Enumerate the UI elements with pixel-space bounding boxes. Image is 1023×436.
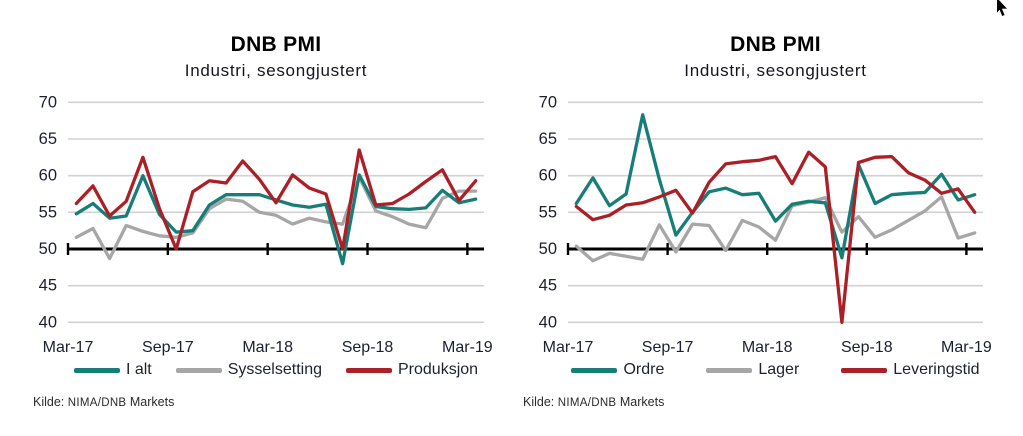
legend-item-sysselsetting: Sysselsetting: [175, 361, 322, 379]
source-note: Kilde: NIMA/DNB Markets: [33, 395, 174, 409]
series-line-sysselsetting: [74, 175, 478, 261]
y-tick-label: 50: [539, 240, 557, 258]
x-tick-label: Mar-18: [242, 339, 293, 356]
legend-item-i-alt: I alt: [73, 361, 152, 379]
chart-title: DNB PMI: [730, 33, 821, 56]
x-tick-label: Mar-19: [941, 339, 992, 356]
chart-legend: Ordre Lager Leveringstid: [568, 361, 983, 379]
x-tick-label: Sep-17: [642, 339, 694, 356]
series-line-ordre: [574, 113, 977, 260]
chart-title: DNB PMI: [230, 33, 322, 56]
line-chart-plot: 70 65 60 55 50 45 40 Mar-17 Sep-17 Mar-18 Sep-18 Ma…: [539, 93, 992, 356]
x-tick-label: Mar-19: [442, 339, 493, 356]
x-tick-label: Sep-18: [841, 339, 893, 356]
legend-label: Lager: [758, 361, 800, 378]
x-tick-label: Mar-17: [543, 339, 594, 356]
series-line-lager: [574, 195, 977, 263]
source-org: NIMA/DNB: [67, 397, 127, 409]
source-prefix: Kilde:: [523, 395, 555, 409]
source-suffix: Markets: [619, 395, 665, 409]
y-tick-label: 70: [39, 93, 57, 111]
legend-label: Sysselsetting: [227, 361, 322, 378]
series-line-produksjon: [74, 148, 478, 251]
source-org: NIMA/DNB: [557, 397, 617, 409]
source-prefix: Kilde:: [33, 395, 65, 409]
chart-panel-left: DNB PMI Industri, sesongjustert 70 65 60 55…: [33, 33, 493, 409]
mouse-cursor-icon: [997, 0, 1007, 16]
y-tick-label: 40: [539, 313, 557, 331]
chart-subtitle: Industri, sesongjustert: [184, 61, 368, 80]
y-tick-label: 65: [39, 130, 57, 148]
legend-item-produksjon: Produksjon: [346, 361, 478, 379]
chart-subtitle: Industri, sesongjustert: [684, 61, 867, 80]
series-line-leveringstid: [574, 150, 977, 324]
legend-item-ordre: Ordre: [571, 361, 664, 379]
x-tick-label: Mar-18: [742, 339, 793, 356]
y-tick-label: 60: [39, 167, 57, 185]
y-tick-label: 55: [539, 203, 557, 221]
x-tick-label: Sep-18: [342, 339, 394, 356]
legend-item-lager: Lager: [706, 361, 799, 379]
legend-swatch: [571, 367, 618, 373]
legend-item-leveringstid: Leveringstid: [841, 361, 980, 379]
legend-swatch: [841, 367, 888, 373]
x-tick-label: Mar-17: [43, 339, 94, 356]
y-tick-label: 60: [539, 167, 557, 185]
chart-panel-right: DNB PMI Industri, sesongjustert 70 65 60 55…: [512, 0, 1023, 436]
legend-label: Ordre: [623, 361, 665, 378]
y-tick-label: 70: [539, 93, 557, 111]
x-tick-label: Sep-17: [142, 339, 194, 356]
legend-swatch: [706, 367, 753, 373]
chart-header: DNB PMI Industri, sesongjustert: [68, 33, 484, 81]
legend-label: Produksjon: [398, 361, 479, 378]
source-note: Kilde: NIMA/DNB Markets: [523, 395, 664, 409]
legend-swatch: [175, 367, 222, 373]
y-tick-label: 50: [39, 240, 57, 258]
y-tick-label: 45: [539, 277, 557, 295]
legend-swatch: [346, 367, 392, 373]
y-tick-label: 45: [39, 277, 57, 295]
y-tick-label: 55: [39, 203, 57, 221]
legend-swatch: [73, 367, 120, 373]
chart-legend: I alt Sysselsetting Produksjon: [68, 361, 484, 379]
y-tick-label: 40: [39, 313, 57, 331]
legend-label: I alt: [125, 361, 152, 378]
y-tick-label: 65: [539, 130, 557, 148]
line-chart-plot: 70 65 60 55 50 45 40 Mar-17 Sep-17 Mar-18 Sep-18 Ma…: [39, 93, 493, 356]
source-suffix: Markets: [129, 395, 175, 409]
chart-header: DNB PMI Industri, sesongjustert: [568, 33, 983, 81]
legend-label: Leveringstid: [893, 361, 980, 378]
